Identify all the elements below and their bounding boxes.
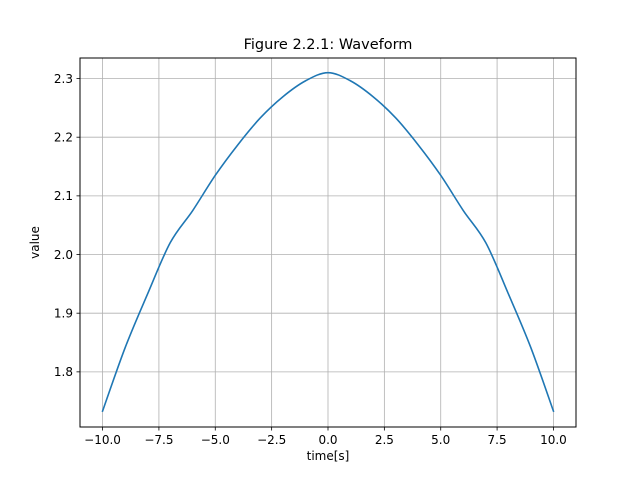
x-tick-label: 10.0 — [540, 433, 567, 447]
y-axis-label: value — [28, 226, 42, 259]
series-layer — [101, 71, 555, 413]
y-tick-label: 1.9 — [54, 306, 73, 320]
y-tick-label: 2.1 — [54, 189, 73, 203]
y-tick-label: 2.2 — [54, 130, 73, 144]
x-tick-label: −5.0 — [201, 433, 230, 447]
x-tick-label: −7.5 — [144, 433, 173, 447]
x-tick-label: 2.5 — [375, 433, 394, 447]
y-tick-label: 2.3 — [54, 72, 73, 86]
y-tick-label: 2.0 — [54, 248, 73, 262]
y-tick-label: 1.8 — [54, 365, 73, 379]
x-tick-label: −2.5 — [257, 433, 286, 447]
ticks: −10.0 −7.5 −5.0 −2.5 0.0 2.5 5.0 7.5 10.0 1.8 1.9 2… — [54, 72, 567, 447]
x-tick-label: −10.0 — [84, 433, 121, 447]
x-tick-label: 0.0 — [318, 433, 337, 447]
grid — [80, 58, 576, 427]
chart-title: Figure 2.2.1: Waveform — [244, 37, 413, 53]
x-axis-label: time[s] — [307, 449, 350, 463]
x-tick-label: 7.5 — [488, 433, 507, 447]
series-line — [101, 71, 555, 413]
x-tick-label: 5.0 — [431, 433, 450, 447]
